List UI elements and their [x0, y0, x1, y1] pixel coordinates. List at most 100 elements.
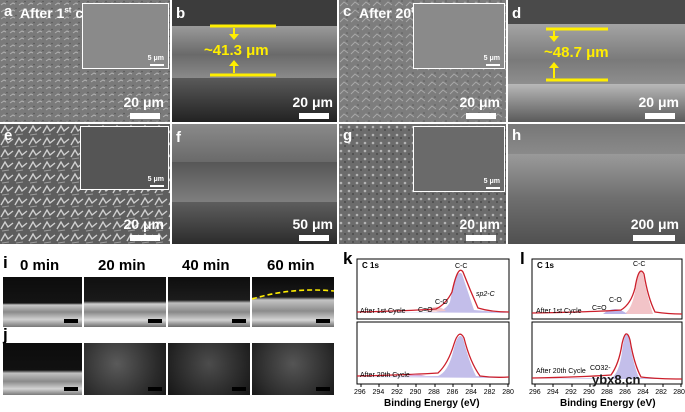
- inset-scalebar-e: [150, 185, 164, 187]
- optical-i-20: [84, 277, 166, 327]
- dashed-boundary-i-60: [252, 289, 334, 300]
- scalebar-j-20: [148, 387, 162, 391]
- time-label-0: 0 min: [20, 257, 60, 274]
- inset-scale-e: 5 μm: [147, 176, 164, 183]
- xps-l-bottom-fit: [531, 333, 683, 380]
- optical-j-20: [84, 343, 166, 395]
- scalebar-i-0: [64, 319, 78, 323]
- xps-k-bottom-fit: [356, 333, 510, 378]
- xps-k-ticks: 296 294 292 290 288 286 284 282 280: [354, 389, 514, 396]
- inset-g: 5 μm: [413, 126, 505, 192]
- optical-j-60: [252, 343, 334, 395]
- xps-l-peak-c=o: C=O: [592, 305, 607, 312]
- xps-l-tick-286: 286: [619, 389, 631, 396]
- xps-l-tick-290: 290: [583, 389, 595, 396]
- xps-k-bottom-small-fill: [406, 374, 426, 376]
- inset-e: 5 μm: [80, 126, 169, 190]
- xps-k-tick-284: 284: [465, 389, 477, 396]
- inset-scalebar-a: [150, 64, 164, 66]
- panel-letter-h: h: [512, 127, 522, 144]
- scalebar-b: [299, 113, 329, 119]
- film-layer-f: [172, 162, 337, 202]
- xps-l-bottom-frame: [531, 321, 683, 385]
- sem-panel-h: h 200 μm: [508, 124, 685, 244]
- scalebar-i-20: [148, 319, 162, 323]
- xps-k-tick-292: 292: [391, 389, 403, 396]
- xps-k-tick-296: 296: [354, 389, 366, 396]
- xps-k-bottom-frame: [356, 321, 510, 385]
- thickness-label-b: ~41.3 μm: [204, 42, 269, 59]
- scale-label-b: 20 μm: [292, 94, 333, 110]
- thickness-label-d: ~48.7 μm: [544, 44, 609, 61]
- panel-letter-a: a: [4, 3, 13, 20]
- xps-k-top-fit: [356, 269, 510, 313]
- xps-l-top-label: After 1st Cycle: [536, 308, 582, 315]
- scalebar-c: [466, 113, 496, 119]
- xps-k-top-frame: [356, 258, 510, 320]
- title-a-text: After 1: [20, 5, 65, 21]
- xps-k-top-label: After 1st Cycle: [360, 308, 406, 315]
- panel-letter-l: l: [520, 249, 525, 268]
- time-label-60: 60 min: [267, 257, 315, 274]
- xps-l-tick-294: 294: [547, 389, 559, 396]
- panel-letter-e: e: [4, 127, 13, 144]
- panel-letter-b: b: [176, 5, 186, 22]
- thickness-marker-b: [210, 24, 276, 77]
- xps-l-tick-280: 280: [673, 389, 685, 396]
- scalebar-e: [130, 235, 160, 241]
- body-region-h: [508, 154, 685, 244]
- xps-l-top-fit: [531, 270, 683, 315]
- optical-i-60: [252, 277, 334, 327]
- title-a-sup: st: [64, 5, 72, 15]
- xps-k-peak-c=o: C=O: [418, 307, 433, 314]
- xps-k-peak-co: C-O: [435, 299, 448, 306]
- xps-chart-l: [531, 258, 683, 387]
- xps-l-peak-co: C-O: [609, 297, 622, 304]
- inset-scale-a: 5 μm: [147, 55, 164, 62]
- xps-k-tick-290: 290: [409, 389, 422, 396]
- xps-l-tick-282: 282: [655, 389, 667, 396]
- scalebar-a: [130, 113, 160, 119]
- inset-scale-c: 5 μm: [483, 55, 500, 62]
- scalebar-d: [645, 113, 675, 119]
- scale-label-f: 50 μm: [292, 216, 333, 232]
- scalebar-i-60: [316, 319, 330, 323]
- sem-panel-e: e 5 μm 20 μm: [0, 124, 170, 244]
- xps-l-top-frame: [531, 258, 683, 320]
- xps-l-tick-296: 296: [529, 389, 541, 396]
- optical-j-40: [168, 343, 250, 395]
- time-label-20: 20 min: [98, 257, 146, 274]
- xps-k-tick-282: 282: [483, 389, 496, 396]
- scalebar-j-40: [232, 387, 246, 391]
- scale-label-d: 20 μm: [638, 94, 679, 110]
- xps-k-peak-sp2: sp2-C: [476, 291, 495, 298]
- optical-i-0: [3, 277, 82, 327]
- optical-i-40: [168, 277, 250, 327]
- xps-l-element: C 1s: [537, 261, 554, 270]
- panel-letter-g: g: [343, 127, 353, 144]
- time-label-40: 40 min: [182, 257, 230, 274]
- scale-label-e: 20 μm: [123, 216, 164, 232]
- xps-k-tick-286: 286: [446, 389, 459, 396]
- inset-a: 5 μm: [82, 3, 169, 69]
- inset-scale-g: 5 μm: [483, 178, 500, 185]
- xps-l-bottom-label: After 20th Cycle: [536, 368, 586, 375]
- top-layer-f: [172, 124, 337, 162]
- inset-scalebar-c: [486, 64, 500, 66]
- xps-l-xlabel: Binding Energy (eV): [560, 398, 656, 409]
- sem-panel-d: d ~48.7 μm 20 μm: [508, 0, 685, 122]
- scalebar-i-40: [232, 319, 246, 323]
- scalebar-j-0: [64, 387, 78, 391]
- panel-letter-c: c: [343, 3, 352, 20]
- xps-k-top-cc-fill: [357, 272, 509, 313]
- xps-k-peak-cc: C-C: [455, 263, 468, 270]
- xps-k-xlabel: Binding Energy (eV): [384, 398, 480, 409]
- watermark: ybx8.cn: [592, 372, 641, 387]
- xps-k-tick-288: 288: [428, 389, 440, 396]
- xps-k-tick-280: 280: [502, 389, 514, 396]
- xps-l-peak-co3: CO32-: [590, 365, 611, 372]
- xps-k-element: C 1s: [362, 261, 379, 270]
- sem-panel-c: c After 20th cycle 5 μm 20 μm: [339, 0, 506, 122]
- sem-panel-f: f 50 μm: [172, 124, 337, 244]
- xps-l-top-cc-fill: [532, 271, 682, 314]
